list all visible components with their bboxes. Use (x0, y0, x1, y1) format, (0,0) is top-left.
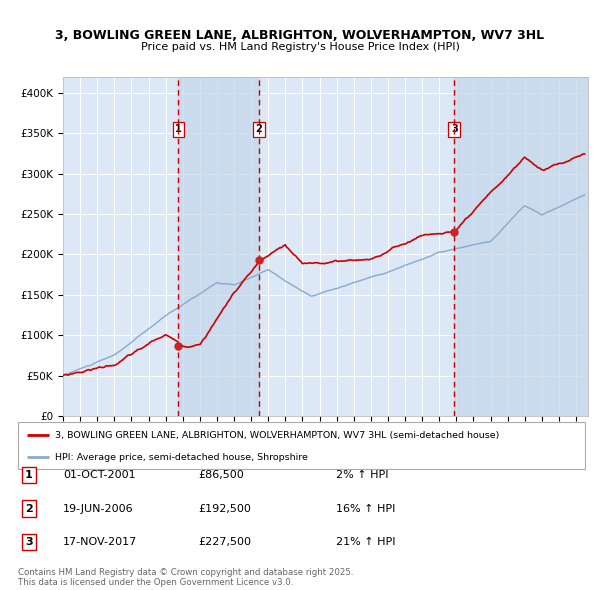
Text: 3, BOWLING GREEN LANE, ALBRIGHTON, WOLVERHAMPTON, WV7 3HL: 3, BOWLING GREEN LANE, ALBRIGHTON, WOLVE… (55, 29, 545, 42)
Text: 2% ↑ HPI: 2% ↑ HPI (336, 470, 389, 480)
Text: 1: 1 (25, 470, 32, 480)
Text: Price paid vs. HM Land Registry's House Price Index (HPI): Price paid vs. HM Land Registry's House … (140, 42, 460, 52)
Text: 3, BOWLING GREEN LANE, ALBRIGHTON, WOLVERHAMPTON, WV7 3HL (semi-detached house): 3, BOWLING GREEN LANE, ALBRIGHTON, WOLVE… (55, 431, 499, 440)
FancyBboxPatch shape (18, 422, 585, 469)
Text: £192,500: £192,500 (198, 504, 251, 513)
Text: HPI: Average price, semi-detached house, Shropshire: HPI: Average price, semi-detached house,… (55, 453, 308, 462)
Text: 2: 2 (256, 124, 262, 134)
Text: 1: 1 (175, 124, 182, 134)
Text: Contains HM Land Registry data © Crown copyright and database right 2025.
This d: Contains HM Land Registry data © Crown c… (18, 568, 353, 587)
Text: 17-NOV-2017: 17-NOV-2017 (63, 537, 137, 547)
Text: 16% ↑ HPI: 16% ↑ HPI (336, 504, 395, 513)
Bar (454, 77, 588, 416)
Text: £227,500: £227,500 (198, 537, 251, 547)
Bar (178, 77, 259, 416)
Text: 3: 3 (451, 124, 458, 134)
Text: £86,500: £86,500 (198, 470, 244, 480)
Text: 19-JUN-2006: 19-JUN-2006 (63, 504, 134, 513)
Text: 2: 2 (25, 504, 32, 513)
Text: 01-OCT-2001: 01-OCT-2001 (63, 470, 136, 480)
Text: 21% ↑ HPI: 21% ↑ HPI (336, 537, 395, 547)
Text: 3: 3 (25, 537, 32, 547)
